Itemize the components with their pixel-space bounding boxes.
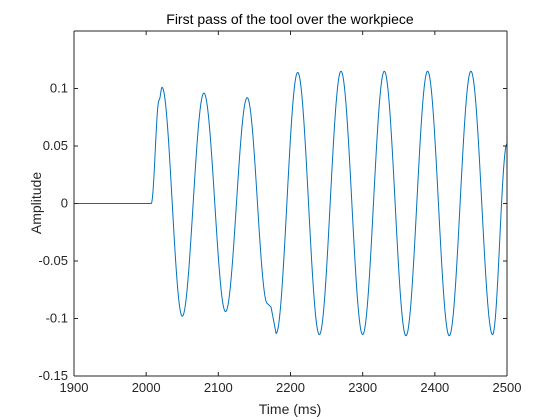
y-tick-label: -0.15	[38, 368, 68, 383]
x-tick-label: 2000	[132, 380, 161, 395]
x-axis-label: Time (ms)	[259, 401, 321, 417]
x-tick-label: 2300	[348, 380, 377, 395]
y-tick-label: -0.1	[46, 311, 68, 326]
y-tick-label: 0.1	[50, 81, 68, 96]
x-tick-label: 1900	[60, 380, 89, 395]
y-axis-label: Amplitude	[28, 172, 44, 234]
x-tick-label: 2100	[204, 380, 233, 395]
x-tick-label: 2200	[276, 380, 305, 395]
chart-title: First pass of the tool over the workpiec…	[166, 11, 414, 27]
y-tick-label: -0.05	[38, 253, 68, 268]
x-tick-label: 2500	[493, 380, 522, 395]
series-line	[74, 70, 508, 337]
y-tick-label: 0.05	[43, 138, 68, 153]
y-tick-label: 0	[61, 196, 68, 211]
x-tick-label: 2400	[420, 380, 449, 395]
